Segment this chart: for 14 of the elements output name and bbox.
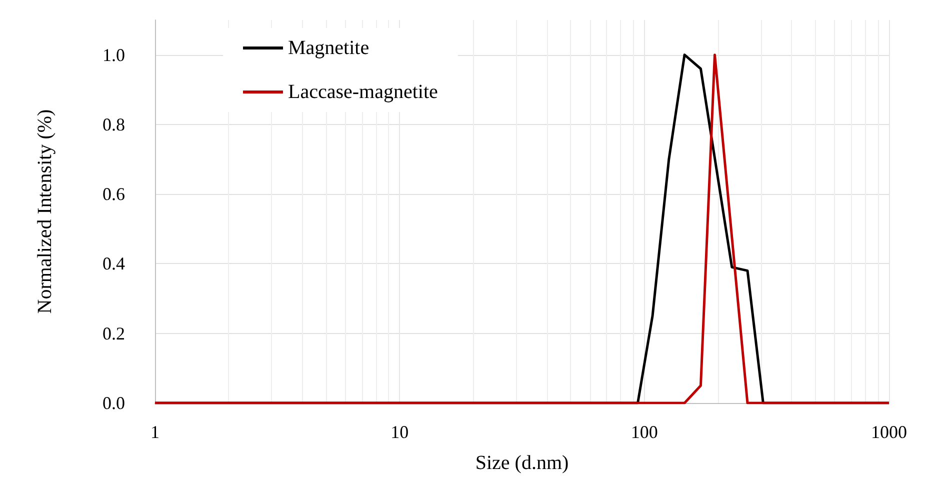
x-tick-label: 100 [630, 422, 658, 442]
x-tick-label: 1 [150, 422, 160, 442]
y-tick-label: 0.8 [102, 114, 125, 134]
legend-label: Magnetite [288, 37, 370, 59]
y-tick-label: 0.0 [102, 393, 125, 413]
y-axis-title: Normalized Intensity (%) [34, 109, 56, 314]
legend-label: Laccase-magnetite [288, 81, 438, 103]
y-tick-label: 0.2 [102, 323, 125, 344]
x-tick-label: 1000 [871, 422, 907, 442]
y-tick-label: 0.4 [102, 254, 125, 274]
x-axis-title: Size (d.nm) [475, 452, 569, 474]
y-tick-label: 1.0 [102, 44, 125, 65]
y-tick-label: 0.6 [102, 184, 125, 204]
x-tick-label: 10 [390, 422, 409, 442]
